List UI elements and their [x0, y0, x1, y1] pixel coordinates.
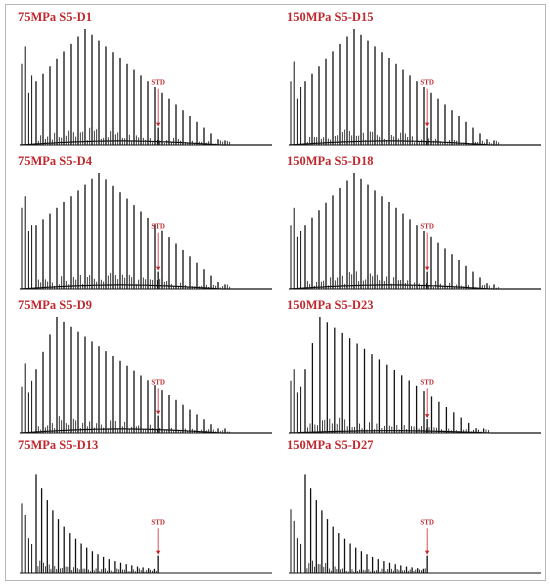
chromatogram-plot: STD [288, 317, 541, 434]
std-label: STD [420, 223, 434, 231]
chromatogram-plot: STD [288, 29, 541, 146]
chromatogram-panel: 75MPa S5-D9 STD [10, 295, 276, 437]
std-label: STD [151, 518, 165, 526]
std-arrowhead [155, 122, 161, 127]
chromatogram-panel: 75MPa S5-D4 STD [10, 151, 276, 293]
panel-title: 75MPa S5-D4 [18, 154, 92, 168]
chromatogram-plot: STD [19, 317, 272, 434]
chromatogram-plot: STD [20, 474, 272, 574]
panel-title: 150MPa S5-D15 [287, 10, 374, 24]
std-arrowhead [424, 122, 430, 127]
std-label: STD [420, 518, 434, 526]
std-label: STD [420, 378, 434, 386]
panel-title: 75MPa S5-D1 [18, 10, 92, 24]
std-arrowhead [155, 410, 161, 415]
chromatogram-panel: 150MPa S5-D27 STD [279, 435, 545, 577]
chromatogram-plot: STD [19, 173, 272, 290]
std-arrowhead [155, 266, 161, 271]
chromatogram-panel: 75MPa S5-D13 STD [10, 435, 276, 577]
baseline-hump [288, 430, 541, 434]
chromatogram-plot: STD [19, 29, 272, 146]
std-label: STD [151, 79, 165, 87]
chromatogram-panel: 150MPa S5-D18 STD [279, 151, 545, 293]
panel-title: 150MPa S5-D18 [287, 154, 374, 168]
chromatogram-plot: STD [289, 474, 541, 574]
chromatogram-panel: 150MPa S5-D15 STD [279, 7, 545, 149]
chromatogram-plot: STD [288, 173, 541, 290]
std-label: STD [151, 378, 165, 386]
std-label: STD [151, 223, 165, 231]
std-arrowhead [424, 550, 430, 555]
panel-title: 75MPa S5-D13 [18, 438, 99, 452]
std-arrowhead [424, 414, 430, 419]
std-arrowhead [424, 266, 430, 271]
panel-title: 150MPa S5-D23 [287, 298, 374, 312]
panel-title: 75MPa S5-D9 [18, 298, 92, 312]
std-label: STD [420, 79, 434, 87]
chromatogram-panel: 75MPa S5-D1 STD [10, 7, 276, 149]
panel-title: 150MPa S5-D27 [287, 438, 374, 452]
chromatogram-panel: 150MPa S5-D23 STD [279, 295, 545, 437]
std-arrowhead [155, 550, 161, 555]
chromatogram-figure: 75MPa S5-D1 STD 150MPa S5-D15 STD 75MPa … [5, 4, 546, 581]
